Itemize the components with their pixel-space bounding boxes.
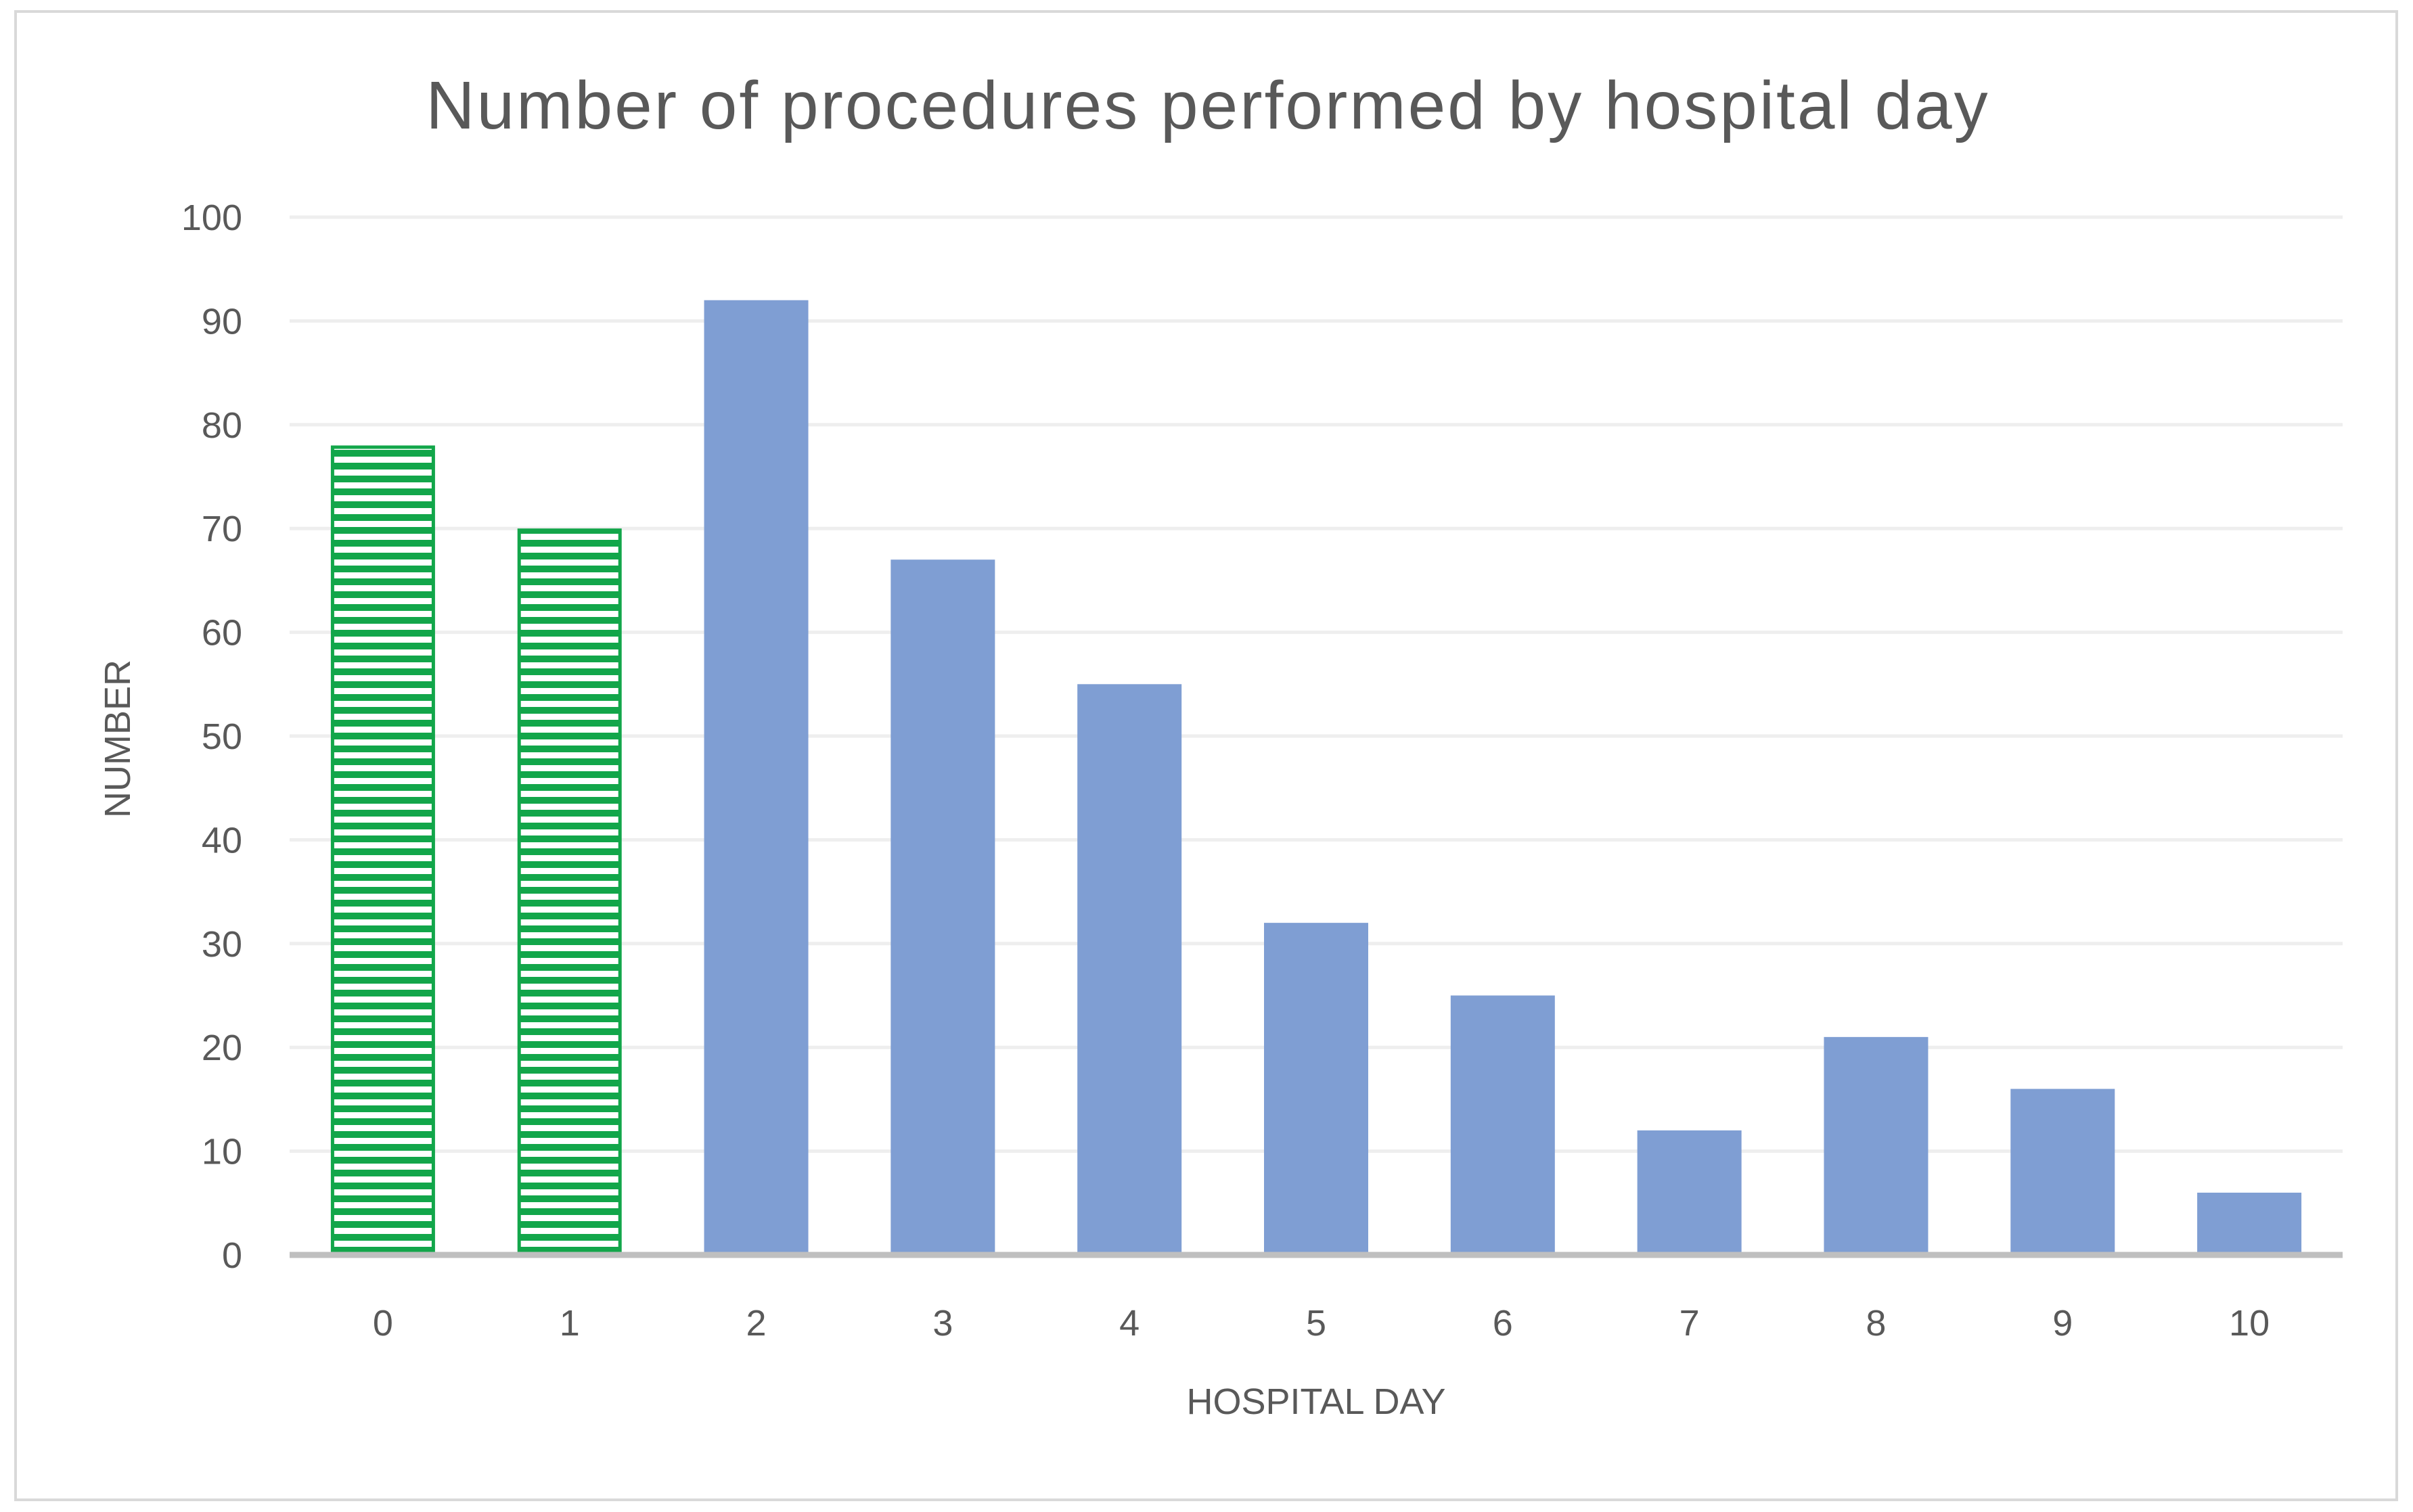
x-tick-label: 5 [1306, 1303, 1326, 1344]
x-tick-label: 6 [1493, 1303, 1513, 1344]
x-tick-label: 0 [373, 1303, 393, 1344]
x-tick-label: 2 [746, 1303, 767, 1344]
bar-day-9 [2010, 1089, 2115, 1255]
bar-day-5 [1264, 923, 1368, 1255]
gridlines [290, 215, 2343, 1153]
y-tick-label: 100 [181, 198, 242, 238]
bar-day-7 [1637, 1130, 1742, 1255]
bars [330, 300, 2302, 1257]
chart-title: Number of procedures performed by hospit… [426, 68, 1989, 143]
y-tick-label: 50 [202, 716, 242, 757]
bar-day-8 [1824, 1036, 1929, 1255]
y-tick-label: 40 [202, 820, 242, 861]
y-tick-label: 90 [202, 301, 242, 342]
y-axis-ticks: 0 10 20 30 40 50 60 70 80 90 100 [181, 198, 242, 1276]
bar-day-10 [2197, 1192, 2302, 1255]
x-tick-label: 7 [1679, 1303, 1700, 1344]
x-tick-label: 1 [560, 1303, 580, 1344]
x-tick-label: 10 [2229, 1303, 2270, 1344]
y-axis-title: NUMBER [97, 660, 138, 818]
bar-day-0 [330, 445, 435, 1257]
y-tick-label: 0 [222, 1235, 242, 1276]
bar-day-1 [517, 528, 622, 1257]
bar-day-2 [704, 300, 809, 1256]
bar-day-3 [890, 559, 995, 1255]
x-tick-label: 3 [932, 1303, 953, 1344]
x-tick-label: 4 [1119, 1303, 1140, 1344]
y-tick-label: 10 [202, 1132, 242, 1172]
y-tick-label: 80 [202, 405, 242, 446]
x-tick-label: 9 [2052, 1303, 2073, 1344]
x-tick-label: 8 [1866, 1303, 1886, 1344]
y-tick-label: 60 [202, 613, 242, 654]
y-tick-label: 70 [202, 509, 242, 549]
y-tick-label: 20 [202, 1028, 242, 1068]
bar-day-4 [1077, 684, 1182, 1255]
bar-day-6 [1450, 995, 1555, 1255]
y-tick-label: 30 [202, 924, 242, 965]
x-axis-ticks: 0 1 2 3 4 5 6 7 8 9 10 [373, 1303, 2270, 1344]
x-axis-title: HOSPITAL DAY [1186, 1381, 1445, 1422]
